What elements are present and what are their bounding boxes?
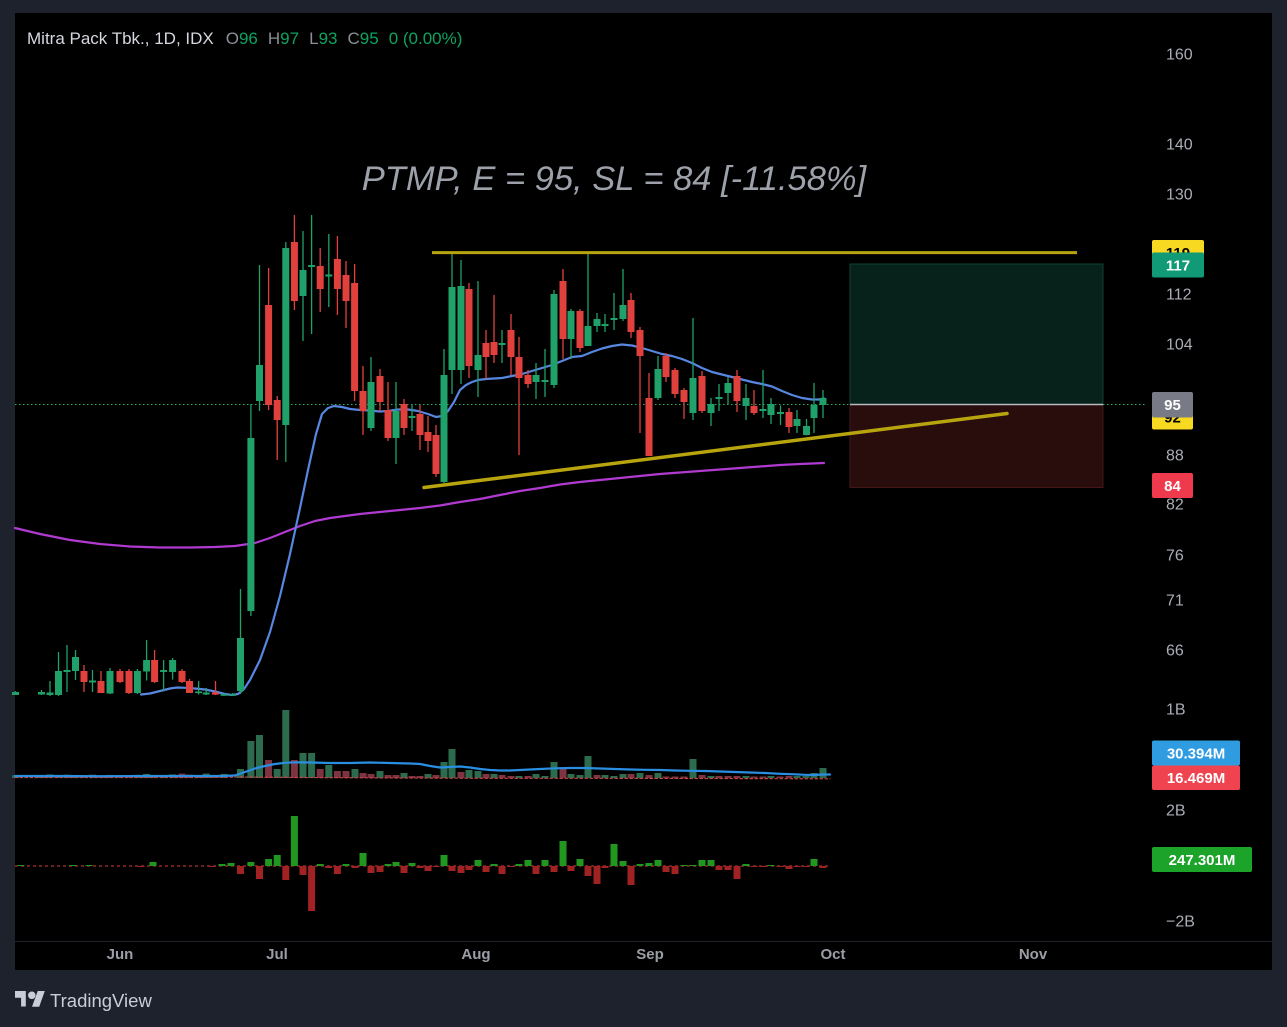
svg-text:76: 76 bbox=[1166, 548, 1184, 565]
svg-text:Jul: Jul bbox=[266, 946, 288, 963]
svg-text:Nov: Nov bbox=[1019, 946, 1048, 963]
svg-text:140: 140 bbox=[1166, 137, 1193, 154]
svg-text:130: 130 bbox=[1166, 187, 1193, 204]
svg-text:30.394M: 30.394M bbox=[1167, 745, 1225, 762]
svg-text:Oct: Oct bbox=[820, 946, 845, 963]
svg-text:Jun: Jun bbox=[107, 946, 134, 963]
svg-text:16.469M: 16.469M bbox=[1167, 770, 1225, 787]
svg-text:66: 66 bbox=[1166, 643, 1184, 660]
svg-text:Sep: Sep bbox=[636, 946, 664, 963]
svg-text:Aug: Aug bbox=[461, 946, 490, 963]
svg-text:160: 160 bbox=[1166, 47, 1193, 64]
svg-text:95: 95 bbox=[1164, 397, 1181, 414]
svg-text:71: 71 bbox=[1166, 593, 1184, 610]
svg-text:82: 82 bbox=[1166, 497, 1184, 514]
svg-text:247.301M: 247.301M bbox=[1169, 852, 1236, 869]
svg-text:−2B: −2B bbox=[1166, 914, 1195, 931]
svg-text:112: 112 bbox=[1166, 287, 1192, 304]
svg-text:1B: 1B bbox=[1166, 702, 1186, 719]
svg-text:104: 104 bbox=[1166, 337, 1193, 354]
svg-text:84: 84 bbox=[1164, 478, 1181, 495]
svg-text:TradingView: TradingView bbox=[50, 990, 152, 1011]
svg-text:2B: 2B bbox=[1166, 803, 1186, 820]
svg-text:PTMP, E = 95, SL = 84 [-11.58%: PTMP, E = 95, SL = 84 [-11.58%] bbox=[362, 160, 868, 198]
svg-text:88: 88 bbox=[1166, 448, 1184, 465]
svg-text:117: 117 bbox=[1166, 257, 1190, 274]
